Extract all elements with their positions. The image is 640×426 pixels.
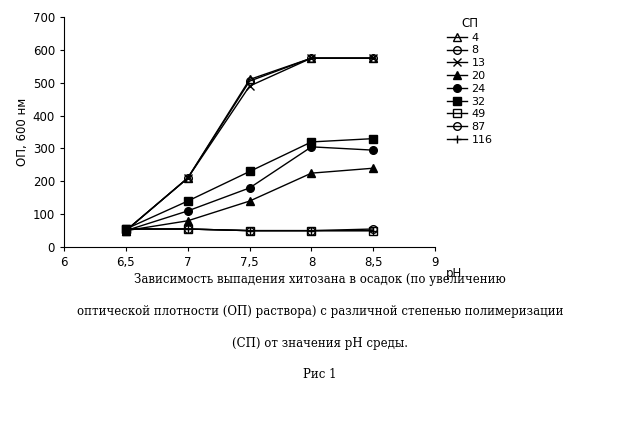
8 (246, 78, 253, 83)
8 (122, 228, 130, 233)
13 (246, 83, 253, 89)
20 (246, 199, 253, 204)
Legend: 4, 8, 13, 20, 24, 32, 49, 87, 116: 4, 8, 13, 20, 24, 32, 49, 87, 116 (443, 12, 497, 150)
8 (184, 176, 191, 181)
Line: 87: 87 (122, 225, 377, 234)
Line: 116: 116 (122, 225, 377, 234)
13 (184, 176, 191, 181)
49 (184, 227, 191, 232)
20 (308, 170, 316, 176)
87 (308, 228, 316, 233)
8 (308, 55, 316, 60)
Text: pH: pH (446, 267, 463, 279)
Line: 49: 49 (122, 225, 377, 234)
24 (246, 185, 253, 190)
116 (246, 228, 253, 233)
Line: 13: 13 (122, 54, 377, 234)
4 (122, 228, 130, 233)
Text: Рис 1: Рис 1 (303, 368, 337, 382)
8 (369, 55, 377, 60)
116 (308, 228, 316, 233)
Text: (СП) от значения рН среды.: (СП) от значения рН среды. (232, 337, 408, 350)
4 (184, 176, 191, 181)
49 (369, 228, 377, 233)
Line: 20: 20 (122, 164, 377, 234)
4 (369, 55, 377, 60)
Line: 4: 4 (122, 54, 377, 234)
Line: 24: 24 (122, 143, 377, 234)
Text: оптической плотности (ОП) раствора) с различной степенью полимеризации: оптической плотности (ОП) раствора) с ра… (77, 305, 563, 318)
Y-axis label: ОП, 600 нм: ОП, 600 нм (15, 98, 29, 166)
20 (369, 166, 377, 171)
Line: 8: 8 (122, 54, 377, 234)
32 (184, 199, 191, 204)
49 (246, 228, 253, 233)
87 (184, 227, 191, 232)
32 (369, 136, 377, 141)
4 (246, 77, 253, 82)
Line: 32: 32 (122, 135, 377, 233)
49 (308, 228, 316, 233)
24 (184, 208, 191, 213)
32 (308, 139, 316, 144)
Text: Зависимость выпадения хитозана в осадок (по увеличению: Зависимость выпадения хитозана в осадок … (134, 273, 506, 286)
24 (369, 147, 377, 153)
13 (369, 55, 377, 60)
13 (308, 55, 316, 60)
32 (122, 227, 130, 232)
49 (122, 227, 130, 232)
24 (308, 144, 316, 150)
20 (184, 218, 191, 223)
87 (122, 227, 130, 232)
87 (246, 228, 253, 233)
13 (122, 228, 130, 233)
32 (246, 169, 253, 174)
87 (369, 227, 377, 232)
24 (122, 228, 130, 233)
20 (122, 228, 130, 233)
116 (184, 227, 191, 232)
4 (308, 55, 316, 60)
116 (122, 227, 130, 232)
116 (369, 228, 377, 233)
